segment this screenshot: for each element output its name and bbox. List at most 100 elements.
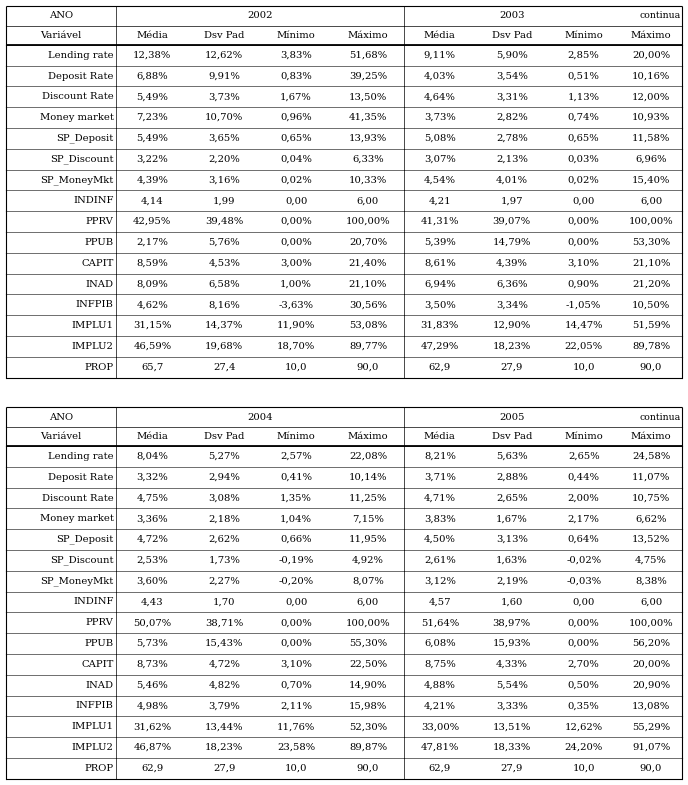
Text: Variável: Variável bbox=[41, 31, 82, 40]
Text: 4,14: 4,14 bbox=[141, 196, 164, 206]
Text: Máximo: Máximo bbox=[347, 432, 388, 441]
Text: Dsv Pad: Dsv Pad bbox=[204, 432, 244, 441]
Text: 2,53%: 2,53% bbox=[136, 556, 168, 565]
Text: Mínimo: Mínimo bbox=[277, 432, 315, 441]
Text: 2,00%: 2,00% bbox=[568, 494, 599, 502]
Text: 3,00%: 3,00% bbox=[280, 259, 312, 268]
Text: 100,00%: 100,00% bbox=[629, 217, 674, 226]
Text: 41,31%: 41,31% bbox=[420, 217, 459, 226]
Text: 2,88%: 2,88% bbox=[496, 473, 528, 482]
Text: 4,57: 4,57 bbox=[429, 597, 451, 607]
Text: 53,30%: 53,30% bbox=[632, 238, 670, 247]
Text: 31,83%: 31,83% bbox=[421, 321, 459, 330]
Text: 11,95%: 11,95% bbox=[349, 535, 387, 544]
Text: 5,90%: 5,90% bbox=[496, 51, 528, 60]
Text: Money market: Money market bbox=[40, 113, 114, 122]
Text: 3,60%: 3,60% bbox=[136, 577, 168, 586]
Text: 8,16%: 8,16% bbox=[208, 301, 240, 309]
Text: 0,83%: 0,83% bbox=[280, 71, 312, 81]
Text: 21,40%: 21,40% bbox=[349, 259, 387, 268]
Text: 2,11%: 2,11% bbox=[280, 702, 312, 710]
Text: 2,94%: 2,94% bbox=[208, 473, 240, 482]
Text: INFPIB: INFPIB bbox=[76, 702, 114, 710]
Text: 12,62%: 12,62% bbox=[205, 51, 244, 60]
Text: 47,81%: 47,81% bbox=[420, 743, 459, 752]
Text: 5,49%: 5,49% bbox=[136, 93, 169, 101]
Text: 13,08%: 13,08% bbox=[632, 702, 670, 710]
Text: SP_MoneyMkt: SP_MoneyMkt bbox=[41, 175, 114, 185]
Text: 6,00: 6,00 bbox=[640, 196, 662, 206]
Text: continua: continua bbox=[639, 12, 680, 20]
Text: 0,02%: 0,02% bbox=[568, 176, 599, 184]
Text: 6,96%: 6,96% bbox=[635, 155, 667, 164]
Text: 0,96%: 0,96% bbox=[280, 113, 312, 122]
Text: 0,00%: 0,00% bbox=[280, 619, 312, 627]
Text: 3,83%: 3,83% bbox=[280, 51, 312, 60]
Text: 21,10%: 21,10% bbox=[349, 279, 387, 289]
Text: 24,58%: 24,58% bbox=[632, 452, 670, 461]
Text: Variável: Variável bbox=[41, 432, 82, 441]
Text: 0,51%: 0,51% bbox=[568, 71, 599, 81]
Text: IMPLU2: IMPLU2 bbox=[72, 342, 114, 351]
Text: 0,70%: 0,70% bbox=[280, 681, 312, 690]
Text: -0,20%: -0,20% bbox=[279, 577, 314, 586]
Text: 89,77%: 89,77% bbox=[349, 342, 387, 351]
Text: SP_MoneyMkt: SP_MoneyMkt bbox=[41, 576, 114, 586]
Text: -0,02%: -0,02% bbox=[566, 556, 601, 565]
Text: 1,67%: 1,67% bbox=[496, 514, 528, 524]
Text: 3,22%: 3,22% bbox=[136, 155, 168, 164]
Text: 4,92%: 4,92% bbox=[352, 556, 384, 565]
Text: 1,60: 1,60 bbox=[501, 597, 523, 607]
Text: 38,71%: 38,71% bbox=[205, 619, 244, 627]
Text: 0,35%: 0,35% bbox=[568, 702, 599, 710]
Text: 27,4: 27,4 bbox=[213, 363, 235, 371]
Text: 10,0: 10,0 bbox=[285, 764, 308, 772]
Text: Mínimo: Mínimo bbox=[277, 31, 315, 40]
Text: 46,87%: 46,87% bbox=[133, 743, 171, 752]
Text: 15,93%: 15,93% bbox=[493, 639, 531, 648]
Text: 4,01%: 4,01% bbox=[496, 176, 528, 184]
Text: 4,72%: 4,72% bbox=[136, 535, 169, 544]
Text: 12,00%: 12,00% bbox=[632, 93, 670, 101]
Text: 47,29%: 47,29% bbox=[421, 342, 459, 351]
Text: 55,29%: 55,29% bbox=[632, 722, 670, 732]
Text: 3,31%: 3,31% bbox=[496, 93, 528, 101]
Text: 2,61%: 2,61% bbox=[424, 556, 455, 565]
Text: 62,9: 62,9 bbox=[141, 764, 164, 772]
Text: 13,51%: 13,51% bbox=[493, 722, 531, 732]
Text: 2,17%: 2,17% bbox=[568, 514, 599, 524]
Text: 3,10%: 3,10% bbox=[280, 660, 312, 669]
Text: 21,10%: 21,10% bbox=[632, 259, 670, 268]
Text: 22,05%: 22,05% bbox=[565, 342, 603, 351]
Text: 4,03%: 4,03% bbox=[424, 71, 455, 81]
Text: 1,00%: 1,00% bbox=[280, 279, 312, 289]
Text: Máximo: Máximo bbox=[631, 432, 671, 441]
Text: 10,14%: 10,14% bbox=[349, 473, 387, 482]
Text: 12,62%: 12,62% bbox=[565, 722, 603, 732]
Text: 89,87%: 89,87% bbox=[349, 743, 387, 752]
Text: 5,73%: 5,73% bbox=[136, 639, 168, 648]
Text: 10,16%: 10,16% bbox=[632, 71, 670, 81]
Text: 20,00%: 20,00% bbox=[632, 51, 670, 60]
Text: 2,85%: 2,85% bbox=[568, 51, 599, 60]
Text: 1,13%: 1,13% bbox=[568, 93, 600, 101]
Text: 3,10%: 3,10% bbox=[568, 259, 599, 268]
Text: 14,90%: 14,90% bbox=[349, 681, 387, 690]
Text: 14,47%: 14,47% bbox=[564, 321, 603, 330]
Text: PROP: PROP bbox=[85, 764, 114, 772]
Text: 0,00%: 0,00% bbox=[280, 238, 312, 247]
Text: 27,9: 27,9 bbox=[501, 764, 523, 772]
Text: 22,50%: 22,50% bbox=[349, 660, 387, 669]
Text: PPUB: PPUB bbox=[85, 639, 114, 648]
Text: 39,48%: 39,48% bbox=[205, 217, 244, 226]
Text: Máximo: Máximo bbox=[631, 31, 671, 40]
Text: 0,00: 0,00 bbox=[285, 196, 308, 206]
Text: 6,33%: 6,33% bbox=[352, 155, 384, 164]
Text: 4,53%: 4,53% bbox=[208, 259, 240, 268]
Text: 4,75%: 4,75% bbox=[136, 494, 169, 502]
Text: 0,66%: 0,66% bbox=[280, 535, 312, 544]
Text: 2,57%: 2,57% bbox=[280, 452, 312, 461]
Text: 4,71%: 4,71% bbox=[424, 494, 456, 502]
Text: 33,00%: 33,00% bbox=[421, 722, 459, 732]
Text: 0,00%: 0,00% bbox=[568, 639, 599, 648]
